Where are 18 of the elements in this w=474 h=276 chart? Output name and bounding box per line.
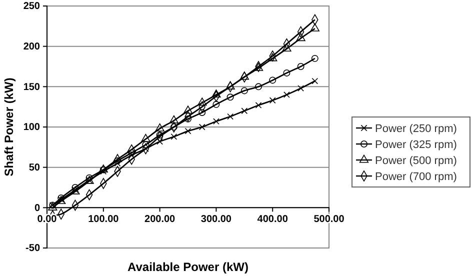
y-tick-label: -50 <box>26 243 40 254</box>
x-tick-label: 400.00 <box>257 214 288 225</box>
legend-label: Power (325 rpm) <box>375 139 457 151</box>
legend-label: Power (500 rpm) <box>375 155 457 167</box>
x-tick-label: 100.00 <box>88 214 120 225</box>
y-axis-title: Shaft Power (kW) <box>2 78 16 176</box>
legend-label: Power (250 rpm) <box>375 123 457 135</box>
y-tick-label: 0 <box>34 202 40 214</box>
x-axis-title: Available Power (kW) <box>128 260 248 274</box>
x-tick-label: 200.00 <box>144 214 176 225</box>
y-tick-label: 50 <box>28 162 40 174</box>
y-tick-label: 250 <box>23 1 40 12</box>
y-tick-label: 150 <box>23 82 40 93</box>
x-tick-label: 500.00 <box>314 214 345 225</box>
legend-label: Power (700 rpm) <box>375 171 457 183</box>
y-tick-label: 100 <box>23 122 40 134</box>
y-tick-label: 200 <box>23 42 40 53</box>
x-tick-label: 300.00 <box>200 214 232 225</box>
